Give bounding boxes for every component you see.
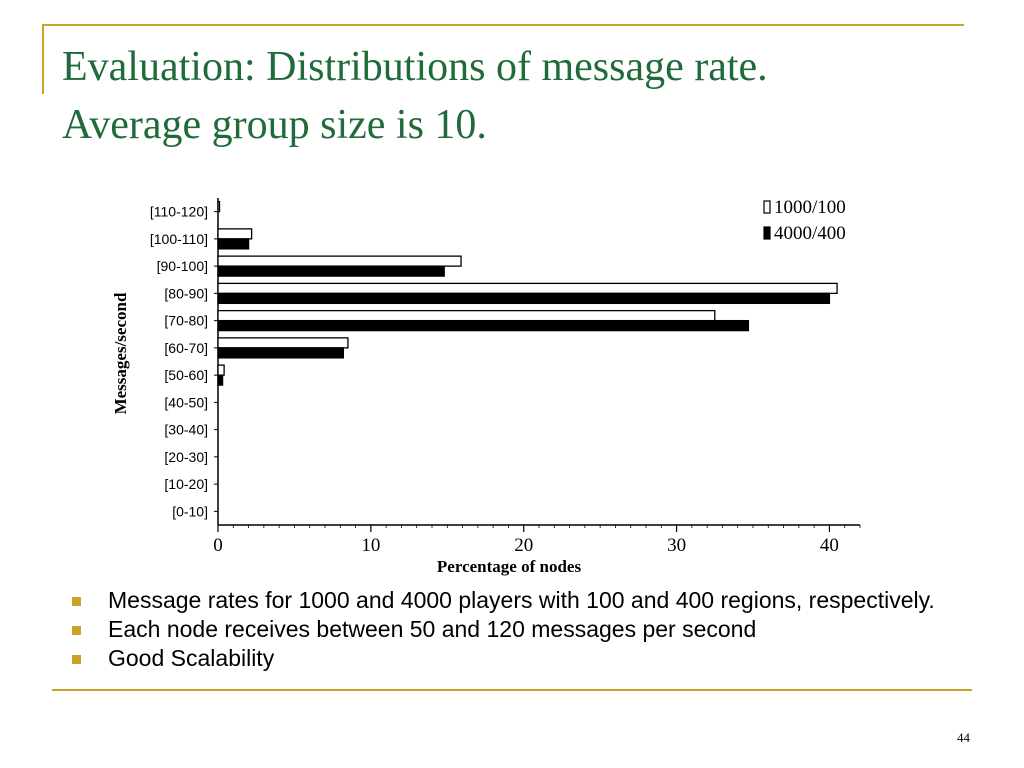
bar-1000-100 [217,228,253,240]
y-category-label: [90-100] [157,258,208,274]
bullet-square-icon [72,655,81,664]
page-number: 44 [957,730,970,745]
bullet-item: Good Scalability [70,644,970,673]
bar-4000-400 [217,265,445,277]
bar-4000-400 [217,319,750,332]
y-category-label: [60-70] [164,340,208,356]
bullet-text: Good Scalability [108,645,275,671]
left-rule [42,24,44,94]
bar-4000-400 [217,238,250,250]
bullet-item: Each node receives between 50 and 120 me… [70,615,970,644]
x-tick-label: 0 [213,535,223,556]
bullet-square-icon [72,597,81,606]
bar-1000-100 [217,309,716,322]
slide-title: Evaluation: Distributions of message rat… [62,38,982,154]
y-category-label: [10-20] [164,476,208,492]
bar-4000-400 [217,374,224,386]
legend-label: 4000/400 [774,223,846,244]
x-tick-label: 40 [820,535,839,556]
legend-label: 1000/100 [774,197,846,218]
title-line-2: Average group size is 10. [62,102,487,148]
bar-1000-100 [217,200,221,213]
bullet-text: Message rates for 1000 and 4000 players … [108,587,935,613]
bullet-item: Message rates for 1000 and 4000 players … [70,586,970,615]
y-category-label: [70-80] [164,313,208,329]
bottom-rule [52,689,972,691]
bullet-list: Message rates for 1000 and 4000 players … [70,586,970,673]
bullet-text: Each node receives between 50 and 120 me… [108,616,757,642]
bar-1000-100 [217,337,349,349]
x-axis-title: Percentage of nodes [437,557,582,576]
y-category-label: [110-120] [150,204,208,220]
legend-swatch-4000-400 [763,226,771,240]
title-line-1: Evaluation: Distributions of message rat… [62,44,768,90]
y-axis-title: Messages/second [111,292,130,414]
bar-4000-400 [217,292,831,305]
x-tick-label: 10 [361,535,380,556]
x-tick-label: 20 [514,535,533,556]
x-tick-label: 30 [667,535,686,556]
bar-1000-100 [217,282,838,295]
y-category-label: [40-50] [164,394,208,410]
legend-swatch-1000-100 [763,200,771,214]
y-category-label: [100-110] [150,231,208,247]
y-category-label: [30-40] [164,422,208,438]
bar-4000-400 [217,347,344,359]
top-rule [42,24,964,26]
y-category-label: [50-60] [164,367,208,383]
y-category-label: [80-90] [164,285,208,301]
bar-1000-100 [217,255,462,267]
y-category-label: [0-10] [172,503,208,519]
bar-1000-100 [217,364,225,376]
message-rate-chart: 0 10 20 30 40 [110-120] [100-110] [90-100] [80-9… [111,197,861,576]
bullet-square-icon [72,626,81,635]
y-category-label: [20-30] [164,449,208,465]
